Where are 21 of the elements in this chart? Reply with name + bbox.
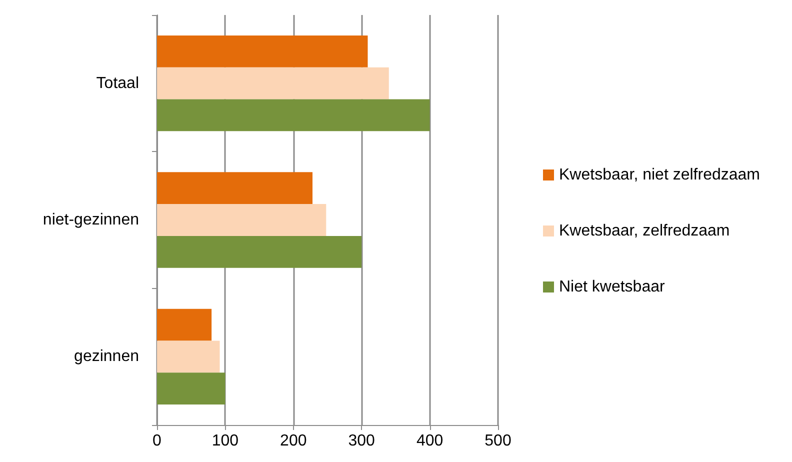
- y-tick-label: niet-gezinnen: [42, 212, 139, 228]
- bar: [157, 99, 430, 132]
- bar: [157, 204, 326, 236]
- bar: [157, 372, 226, 404]
- x-tick-label: 500: [484, 432, 512, 450]
- bar: [157, 340, 220, 373]
- x-tick-label: 100: [212, 432, 239, 450]
- bar: [157, 172, 312, 204]
- bar: [157, 67, 389, 100]
- x-tick-label: 200: [280, 432, 307, 450]
- legend-label: Niet kwetsbaar: [559, 278, 666, 296]
- bar: [157, 236, 362, 268]
- y-tick-label: Totaal: [96, 74, 139, 92]
- legend-label: Kwetsbaar, niet zelfredzaam: [559, 166, 760, 184]
- x-tick-label: 0: [152, 432, 162, 450]
- legend-label: Kwetsbaar, zelfredzaam: [559, 222, 730, 240]
- y-tick-label: gezinnen: [74, 348, 139, 366]
- x-tick-label: 300: [348, 432, 376, 450]
- bar: [157, 308, 212, 341]
- x-tick-label: 400: [416, 432, 444, 450]
- bar: [157, 36, 368, 68]
